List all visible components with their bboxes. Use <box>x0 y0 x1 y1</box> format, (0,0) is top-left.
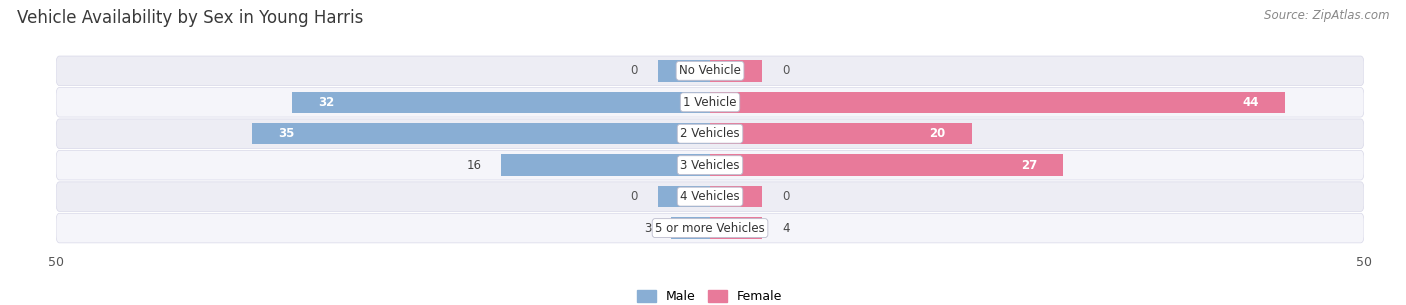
Bar <box>710 92 1285 113</box>
Text: 16: 16 <box>467 159 481 172</box>
FancyBboxPatch shape <box>56 150 1364 180</box>
Text: 20: 20 <box>929 127 945 140</box>
FancyBboxPatch shape <box>56 213 1364 243</box>
Text: 1 Vehicle: 1 Vehicle <box>683 96 737 109</box>
Bar <box>710 60 762 81</box>
Text: 4: 4 <box>782 222 789 235</box>
Text: Vehicle Availability by Sex in Young Harris: Vehicle Availability by Sex in Young Har… <box>17 9 363 27</box>
Bar <box>710 154 1063 176</box>
FancyBboxPatch shape <box>56 182 1364 211</box>
Bar <box>253 123 710 144</box>
Text: 27: 27 <box>1021 159 1038 172</box>
Text: Source: ZipAtlas.com: Source: ZipAtlas.com <box>1264 9 1389 22</box>
Text: No Vehicle: No Vehicle <box>679 64 741 77</box>
Text: 32: 32 <box>318 96 335 109</box>
Text: 35: 35 <box>278 127 295 140</box>
Bar <box>671 217 710 239</box>
Text: 0: 0 <box>631 190 638 203</box>
Bar <box>501 154 710 176</box>
Legend: Male, Female: Male, Female <box>633 285 787 305</box>
Bar <box>291 92 710 113</box>
Text: 44: 44 <box>1243 96 1260 109</box>
Text: 0: 0 <box>782 64 789 77</box>
Text: 0: 0 <box>631 64 638 77</box>
Text: 5 or more Vehicles: 5 or more Vehicles <box>655 222 765 235</box>
Bar <box>710 186 762 207</box>
Bar <box>710 123 972 144</box>
Text: 3 Vehicles: 3 Vehicles <box>681 159 740 172</box>
Text: 0: 0 <box>782 190 789 203</box>
Bar <box>710 217 762 239</box>
FancyBboxPatch shape <box>56 56 1364 86</box>
Text: 3: 3 <box>644 222 651 235</box>
Text: 4 Vehicles: 4 Vehicles <box>681 190 740 203</box>
FancyBboxPatch shape <box>56 88 1364 117</box>
Bar <box>658 60 710 81</box>
FancyBboxPatch shape <box>56 119 1364 149</box>
Bar <box>658 186 710 207</box>
Text: 2 Vehicles: 2 Vehicles <box>681 127 740 140</box>
